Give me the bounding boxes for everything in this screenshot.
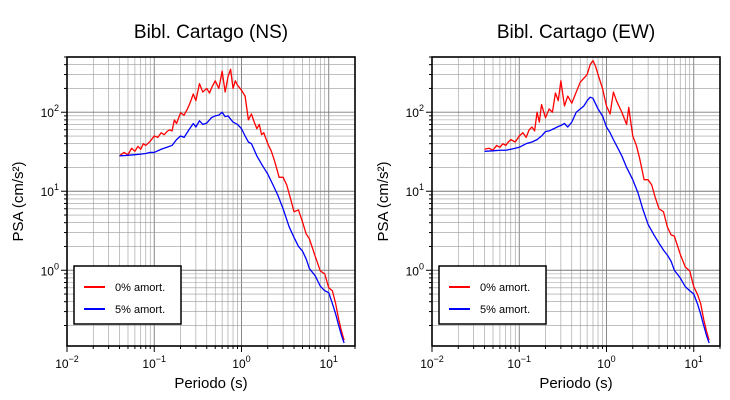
chart-panel-1: 10−2 10−1 100 101 100 101 102 Bibl. Cartago (EW… (375, 22, 721, 392)
x-tick-label: 10−1 (142, 354, 166, 371)
x-tick-label: 10−2 (55, 354, 79, 371)
legend: 0% amort. 5% amort. (73, 265, 182, 325)
x-tick-label: 10−2 (420, 354, 444, 371)
y-axis-label: PSA (cm/s²) (10, 161, 27, 241)
y-tick-label: 100 (41, 261, 59, 278)
y-tick-label: 102 (41, 103, 59, 120)
series-line-damped (484, 96, 710, 344)
series-line-damped (119, 111, 345, 344)
legend-box (73, 265, 182, 325)
x-tick-label: 101 (320, 354, 338, 371)
axes-frame (66, 56, 356, 347)
y-tick-label: 101 (41, 182, 59, 199)
x-tick-label: 101 (685, 354, 703, 371)
x-axis-label: Periodo (s) (174, 375, 247, 392)
y-axis-label: PSA (cm/s²) (375, 161, 392, 241)
legend-box (438, 265, 547, 325)
y-tick-label: 100 (406, 261, 424, 278)
axes-frame (431, 56, 721, 347)
x-axis-label: Periodo (s) (539, 375, 612, 392)
x-tick-label: 10−1 (507, 354, 531, 371)
y-tick-label: 101 (406, 182, 424, 199)
chart-title: Bibl. Cartago (EW) (497, 22, 655, 43)
legend-label: 0% amort. (115, 282, 165, 294)
legend-label: 5% amort. (115, 304, 165, 316)
legend-label: 0% amort. (480, 282, 530, 294)
series-line-undamped (484, 59, 710, 341)
chart-panel-0: 10−2 10−1 100 101 100 101 102 Bibl. Cartago (NS… (10, 22, 356, 392)
legend-label: 5% amort. (480, 304, 530, 316)
x-tick-label: 100 (597, 354, 615, 371)
y-tick-label: 102 (406, 103, 424, 120)
legend: 0% amort. 5% amort. (438, 265, 547, 325)
chart-title: Bibl. Cartago (NS) (134, 22, 288, 43)
x-tick-label: 100 (232, 354, 250, 371)
series-line-undamped (119, 68, 345, 341)
